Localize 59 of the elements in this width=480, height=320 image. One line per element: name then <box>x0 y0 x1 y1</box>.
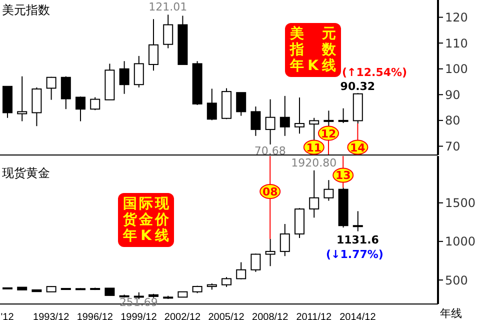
candlestick <box>90 96 100 111</box>
candlestick <box>280 223 290 257</box>
candlestick <box>76 96 86 122</box>
x-tick-label: 2008/12 <box>252 312 289 320</box>
annotation: 90.32 <box>340 80 376 93</box>
candlestick <box>60 76 71 110</box>
annotation: 美元指数年K线 <box>290 26 336 74</box>
y-tick-label: 100 <box>445 62 468 76</box>
text: 现货黄金 <box>2 165 50 182</box>
y-tick-label: 90 <box>445 88 460 102</box>
annotation: 08 <box>262 186 278 199</box>
candlestick <box>338 108 348 124</box>
annotation: 国际现货金价年K线 <box>123 196 169 244</box>
annotation: 11 <box>306 141 322 154</box>
annotation: 1131.6 <box>336 233 380 246</box>
chart-title: 美元指数 <box>2 2 50 19</box>
y-tick-label: 1500 <box>445 196 476 210</box>
x-tick-label: 2011/12 <box>296 312 332 320</box>
candlestick <box>32 86 42 127</box>
y-tick-label: 80 <box>445 114 460 128</box>
y-tick-label: 110 <box>445 36 468 50</box>
annotation: 121.01 <box>148 0 188 14</box>
candlestick <box>265 98 276 145</box>
y-tick-label: 500 <box>445 273 468 288</box>
candlestick <box>119 60 130 94</box>
candlestick <box>250 253 261 272</box>
candlestick <box>134 55 144 88</box>
annotation: (↓1.77%) <box>326 248 384 261</box>
candlestick <box>250 106 261 136</box>
y-tick-label: 1000 <box>445 234 476 249</box>
annotation: 14 <box>350 141 366 154</box>
candlestick <box>206 88 217 121</box>
y-tick-label: 70 <box>445 139 460 154</box>
annotation: 13 <box>335 169 351 182</box>
candlestick <box>17 76 28 122</box>
x-tick-label: 1993/12 <box>33 312 70 320</box>
candlestick <box>280 95 290 136</box>
x-tick-label: 2005/12 <box>208 312 245 320</box>
candlestick <box>294 96 304 134</box>
annotation: 70.68 <box>254 144 286 158</box>
candlestick <box>163 14 174 49</box>
candlestick <box>324 180 334 202</box>
candlestick <box>236 92 246 116</box>
x-tick-label: 1999/12 <box>120 312 158 320</box>
candlestick <box>222 276 232 288</box>
candlestick <box>309 170 320 218</box>
y-tick-label: 120 <box>445 10 468 25</box>
x-tick-label: '12 <box>0 312 14 320</box>
x-tick-label: 2014/12 <box>340 312 376 320</box>
annotation: 1920.80 <box>291 156 337 170</box>
annotation: 12 <box>320 127 336 140</box>
candlestick <box>236 262 246 280</box>
x-tick-label: 2002/12 <box>164 312 202 320</box>
candlestick <box>148 18 158 72</box>
candlestick <box>46 76 56 100</box>
candlestick <box>352 210 363 232</box>
annotation: (↑12.54%) <box>342 66 408 79</box>
x-axis-title: 年线 <box>440 307 462 320</box>
x-tick-label: 1996/12 <box>76 312 114 320</box>
